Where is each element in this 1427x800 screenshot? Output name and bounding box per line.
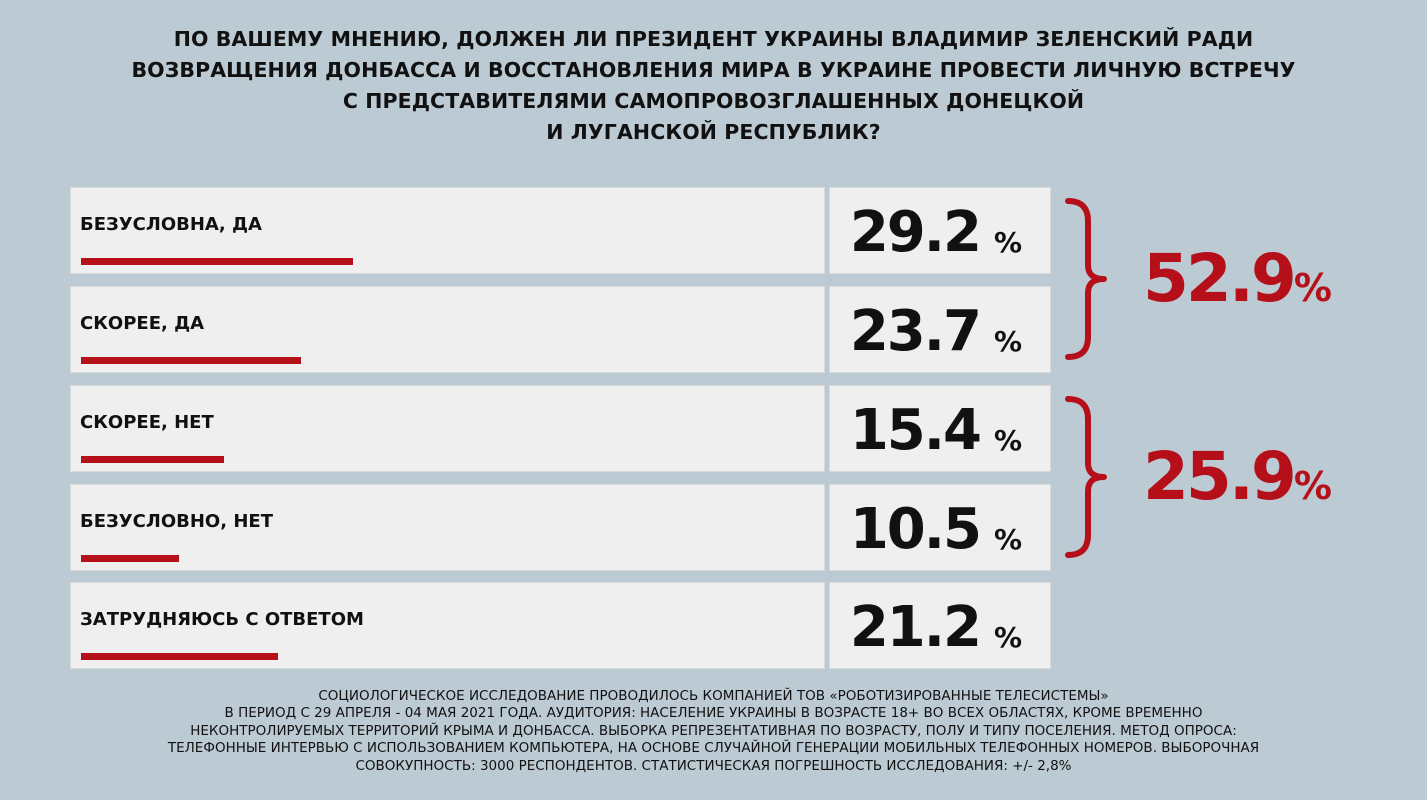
category-row: ЗАТРУДНЯЮСЬ С ОТВЕТОМ	[70, 582, 825, 669]
category-row: БЕЗУСЛОВНО, НЕТ	[70, 484, 825, 571]
percent-sign: %	[993, 424, 1022, 457]
brace-no-path	[1065, 396, 1107, 558]
bar	[81, 357, 301, 364]
footnote-line: СОВОКУПНОСТЬ: 3000 РЕСПОНДЕНТОВ. СТАТИСТ…	[355, 757, 1072, 774]
category-row: БЕЗУСЛОВНА, ДА	[70, 187, 825, 274]
bar	[81, 258, 353, 265]
percent-sign: %	[993, 226, 1022, 259]
data-label: 15.4	[849, 398, 982, 463]
value-cell: 10.5%	[829, 484, 1051, 571]
brace-group-yes	[1065, 198, 1107, 360]
percent-sign: %	[993, 621, 1022, 654]
brace-group-no	[1065, 396, 1107, 558]
bar	[81, 653, 278, 660]
footnote-line: ТЕЛЕФОННЫЕ ИНТЕРВЬЮ С ИСПОЛЬЗОВАНИЕМ КОМ…	[167, 740, 1260, 757]
percent-sign: %	[993, 523, 1022, 556]
data-label: 29.2	[849, 200, 982, 265]
category-label: БЕЗУСЛОВНА, ДА	[80, 214, 262, 235]
category-row: СКОРЕЕ, НЕТ	[70, 385, 825, 472]
total-no: 25.9%	[1143, 438, 1332, 515]
data-label: 21.2	[849, 595, 982, 660]
value-cell: 23.7%	[829, 286, 1051, 373]
title-line: И ЛУГАНСКОЙ РЕСПУБЛИК?	[546, 120, 881, 144]
footnote-line: НЕКОНТРОЛИРУЕМЫХ ТЕРРИТОРИЙ КРЫМА И ДОНБ…	[190, 722, 1237, 739]
total-yes: 52.9%	[1143, 240, 1332, 317]
title-line: ПО ВАШЕМУ МНЕНИЮ, ДОЛЖЕН ЛИ ПРЕЗИДЕНТ УК…	[173, 27, 1254, 51]
percent-sign: %	[993, 325, 1022, 358]
category-label: СКОРЕЕ, ДА	[80, 313, 205, 334]
bar	[81, 555, 179, 562]
data-label: 23.7	[849, 299, 982, 364]
category-label: БЕЗУСЛОВНО, НЕТ	[80, 511, 273, 532]
bar	[81, 456, 224, 463]
value-cell: 15.4%	[829, 385, 1051, 472]
title-line: С ПРЕДСТАВИТЕЛЯМИ САМОПРОВОЗГЛАШЕННЫХ ДО…	[342, 89, 1085, 113]
total-yes-value: 52.9	[1143, 240, 1297, 317]
data-label: 10.5	[849, 497, 982, 562]
category-row: СКОРЕЕ, ДА	[70, 286, 825, 373]
footnote-line: В ПЕРИОД С 29 АПРЕЛЯ - 04 МАЯ 2021 ГОДА.…	[224, 705, 1203, 722]
value-cell: 29.2%	[829, 187, 1051, 274]
total-no-value: 25.9	[1143, 438, 1297, 515]
footnote-line: СОЦИОЛОГИЧЕСКОЕ ИССЛЕДОВАНИЕ ПРОВОДИЛОСЬ…	[318, 688, 1109, 704]
chart-title: ПО ВАШЕМУ МНЕНИЮ, ДОЛЖЕН ЛИ ПРЕЗИДЕНТ УК…	[0, 24, 1427, 148]
footnote: СОЦИОЛОГИЧЕСКОЕ ИССЛЕДОВАНИЕ ПРОВОДИЛОСЬ…	[0, 688, 1427, 775]
total-yes-unit: %	[1293, 266, 1332, 310]
total-no-unit: %	[1293, 464, 1332, 508]
category-label: СКОРЕЕ, НЕТ	[80, 412, 214, 433]
title-line: ВОЗВРАЩЕНИЯ ДОНБАССА И ВОССТАНОВЛЕНИЯ МИ…	[131, 58, 1296, 82]
brace-yes-path	[1065, 198, 1107, 360]
value-cell: 21.2%	[829, 582, 1051, 669]
category-label: ЗАТРУДНЯЮСЬ С ОТВЕТОМ	[80, 609, 364, 630]
